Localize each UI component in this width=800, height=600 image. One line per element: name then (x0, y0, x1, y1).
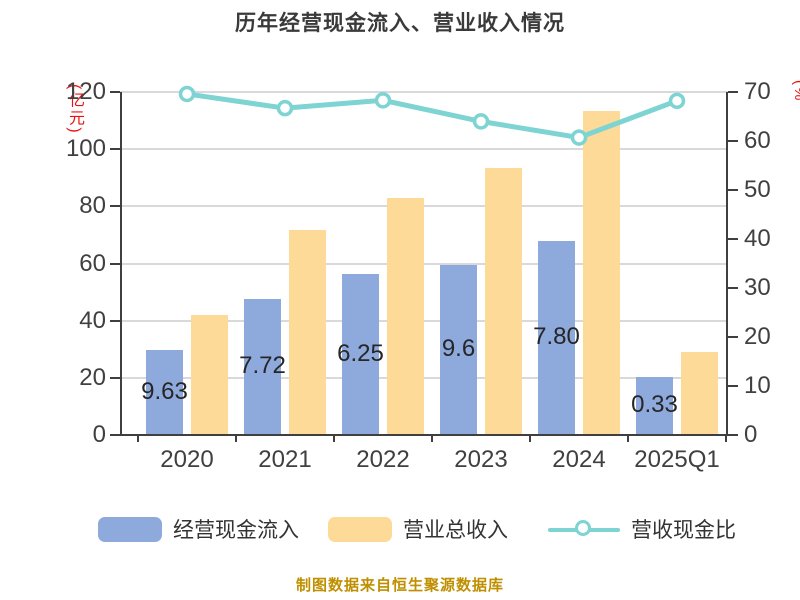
y-axis-tick-left (110, 91, 120, 93)
x-axis-label: 2023 (454, 446, 508, 473)
x-axis-label: 2025Q1 (634, 446, 720, 473)
grid-line (120, 376, 728, 379)
bar-revenue (387, 197, 424, 434)
legend-item-cash-inflow: 经营现金流入 (98, 516, 299, 542)
x-axis-label: 2021 (258, 446, 312, 473)
bar-value-label: 0.33 (631, 390, 678, 418)
y-axis-tick-label-left: 40 (79, 306, 106, 334)
y-axis-tick-label-right: 40 (744, 225, 771, 252)
grid-line (120, 205, 728, 208)
ratio-line-marker (374, 92, 392, 109)
y-axis-tick-label-right: 30 (744, 274, 771, 301)
y-axis-tick-label-left: 100 (65, 135, 106, 163)
bar-cash-inflow (342, 274, 379, 434)
x-axis-tick (235, 436, 237, 442)
y-axis-tick-label-left: 120 (65, 78, 106, 105)
bar-value-label: 9.6 (441, 334, 476, 362)
ratio-line-marker (178, 85, 196, 103)
y-axis-tick-left (110, 205, 120, 208)
grid-line (120, 262, 728, 265)
ratio-line-marker-icon (575, 519, 591, 536)
bar-value-label: 7.72 (239, 351, 286, 379)
bar-value-label: 9.63 (141, 377, 188, 405)
revenue-swatch-icon (328, 516, 392, 542)
bar-cash-inflow (538, 241, 575, 434)
y-axis-tick-label-left: 80 (79, 192, 106, 220)
grid-line (120, 148, 728, 151)
cash-inflow-swatch-icon (98, 516, 162, 542)
y-axis-tick-label-left: 60 (79, 249, 106, 277)
x-axis-label: 2024 (552, 446, 606, 473)
y-axis-tick-right (728, 91, 738, 93)
y-axis-tick-left (110, 148, 120, 151)
y-axis-tick-label-right: 20 (744, 323, 771, 350)
x-axis-tick (627, 436, 629, 442)
bar-cash-inflow (440, 264, 477, 434)
legend-label-revenue: 营业总收入 (403, 519, 508, 542)
y-axis-tick-right (728, 189, 738, 191)
x-axis-tick (333, 436, 335, 442)
bar-revenue (681, 352, 718, 434)
grid-line (120, 319, 728, 322)
ratio-line-marker (668, 92, 686, 110)
y-axis-tick-label-left: 20 (79, 363, 106, 391)
ratio-line-marker (276, 99, 294, 117)
x-axis-tick (725, 436, 727, 442)
legend-item-revenue: 营业总收入 (328, 516, 508, 542)
chart-title: 历年经营现金流入、营业收入情况 (235, 12, 565, 35)
x-axis-label: 2022 (356, 446, 410, 473)
y-axis-tick-label-left: 0 (92, 421, 106, 448)
legend-label-cash-inflow: 经营现金流入 (173, 519, 299, 542)
y-axis-tick-left (110, 434, 120, 436)
y-axis-tick-label-right: 0 (744, 421, 758, 448)
y-axis-left (120, 92, 122, 436)
x-axis (120, 434, 728, 436)
y-axis-tick-right (728, 434, 738, 436)
right-axis-unit-label: (% (791, 80, 800, 103)
left-axis-unit-label: (亿元) (66, 84, 83, 135)
y-axis-tick-right (728, 238, 738, 240)
bar-revenue (583, 110, 620, 434)
y-axis-tick-left (110, 376, 120, 379)
y-axis-tick-right (728, 287, 738, 289)
bar-value-label: 6.25 (337, 339, 384, 367)
bar-cash-inflow (636, 376, 673, 434)
y-axis-tick-label-right: 70 (744, 78, 771, 105)
y-axis-tick-label-right: 50 (744, 176, 771, 203)
y-axis-tick-label-right: 10 (744, 372, 771, 399)
bar-cash-inflow (146, 350, 183, 434)
ratio-line-marker (472, 113, 490, 130)
y-axis-tick-right (728, 336, 738, 338)
legend-label-ratio: 营收现金比 (631, 519, 736, 542)
data-source-note: 制图数据来自恒生聚源数据库 (295, 577, 504, 594)
y-axis-tick-left (110, 262, 120, 265)
y-axis-tick-right (728, 140, 738, 142)
grid-line (120, 91, 728, 93)
bar-value-label: 7.80 (533, 323, 580, 351)
y-axis-tick-right (728, 385, 738, 387)
y-axis-tick-label-right: 60 (744, 127, 771, 154)
x-axis-tick (137, 436, 139, 442)
legend-item-ratio: 营收现金比 (548, 516, 736, 542)
y-axis-tick-left (110, 319, 120, 322)
x-axis-tick (529, 436, 531, 442)
y-axis-right (726, 92, 728, 436)
ratio-line-sample-icon (548, 517, 620, 542)
x-axis-tick (431, 436, 433, 442)
bar-revenue (191, 314, 228, 434)
x-axis-label: 2020 (160, 446, 214, 473)
bar-revenue (289, 229, 326, 434)
bar-cash-inflow (244, 298, 281, 434)
bar-revenue (485, 167, 522, 434)
